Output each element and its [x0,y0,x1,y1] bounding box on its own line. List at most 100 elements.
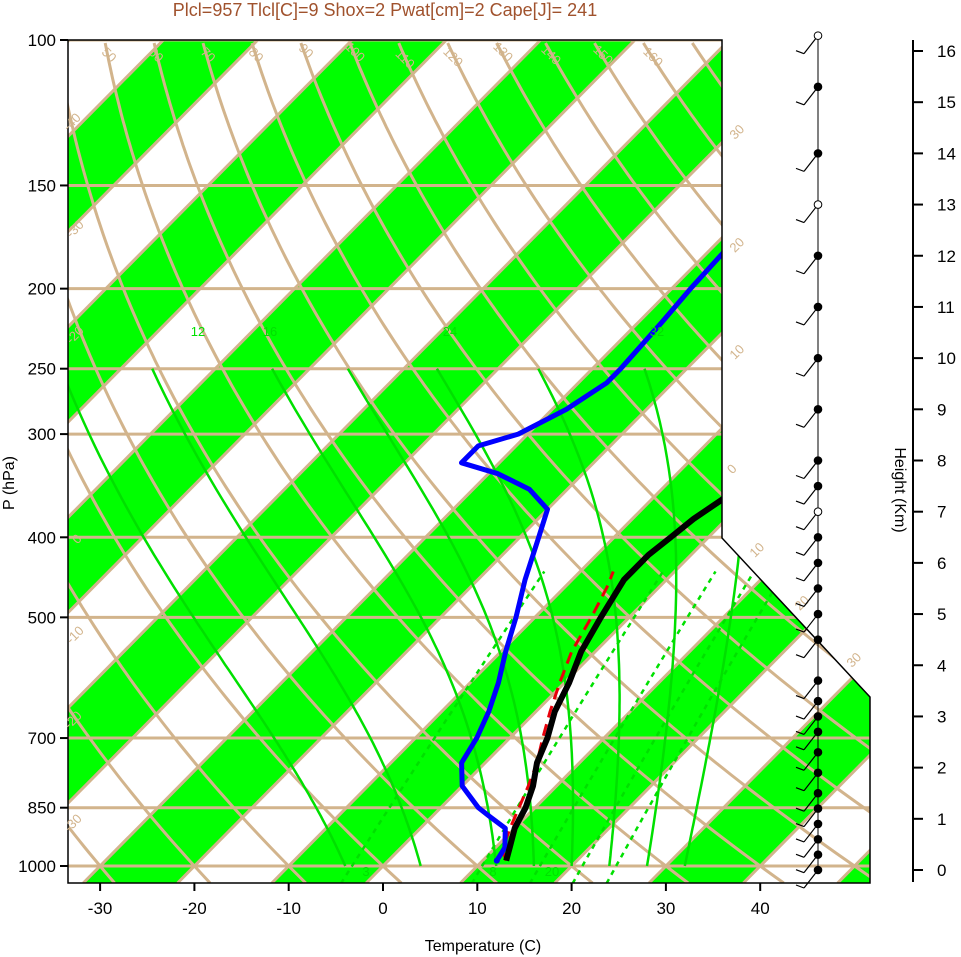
isotherm-line [68,40,542,883]
dry-adiabat-line [68,42,498,883]
wind-level-point [813,819,823,829]
dry-adiabat-line [250,42,870,883]
temperature-profile-line [503,71,870,862]
height-tick-label: 0 [937,861,946,880]
wind-barb-flag [795,372,805,377]
wind-barb-flag [795,787,805,792]
wind-barb-flag [795,746,805,751]
wind-barb-flag [795,715,805,720]
wind-barb-flag [795,500,805,505]
isotherm-label: -30 [63,217,87,241]
wind-barb-flag [795,695,805,700]
moist-adiabat-line [346,368,536,867]
moist-adiabat-line [537,368,621,867]
wind-level-point [813,302,823,312]
height-tick-label: 10 [937,349,956,368]
y-axis-title: P (hPa) [1,456,18,510]
isotherm-label: 20 [726,234,747,255]
isotherm-line [553,40,870,883]
pressure-tick-label: 100 [28,31,56,50]
pressure-tick-label: 400 [28,528,56,547]
pressure-tick-label: 150 [28,176,56,195]
isotherm-label: 30 [726,121,747,142]
wind-level-point [813,804,823,813]
dry-adiabat-line [348,42,870,883]
height-tick-label: 13 [937,196,956,215]
wind-barb-flag [795,766,805,771]
height-tick-label: 9 [937,400,946,419]
height-tick-label: 1 [937,810,946,829]
height-tick-label: 8 [937,452,946,471]
pressure-tick-label: 700 [28,729,56,748]
dry-adiabat-line [593,42,870,883]
wind-barb-flag [795,50,805,55]
mixing-ratio-label: 16 [263,324,277,339]
isotherm-line [459,40,870,883]
surface-dewpoint-point [493,857,500,864]
moist-adiabat-line [68,368,347,867]
dry-adiabat-line [397,42,870,883]
height-tick-label: 7 [937,503,946,522]
dry-adiabat-line [152,42,785,883]
wind-level-point [813,558,823,568]
moist-adiabat-line [151,368,422,867]
wind-level-point [813,353,823,363]
isotherm-band [68,40,447,883]
isotherm-label: -30 [61,811,85,835]
wind-barb-flag [795,807,805,812]
wind-barb-flag [795,526,805,531]
wind-level-point [813,405,823,414]
dry-adiabat-label: 120 [440,44,466,70]
wind-level-point [813,712,823,721]
isotherm-line [68,40,825,883]
isotherm-label: 10 [746,539,767,560]
isotherm-label: 0 [724,461,740,477]
wind-barb-flag [795,853,805,858]
moist-adiabat-line [435,368,575,867]
dry-adiabat-line [68,42,594,883]
plot-frame [67,39,871,884]
x-tick-label: -20 [182,899,207,918]
wind-level-point [813,82,823,92]
wind-barb-flag [795,101,805,106]
height-tick-label: 11 [937,298,955,317]
dry-adiabat-line [103,42,690,883]
isotherm-line [68,40,637,883]
wind-barb-flag [795,884,805,889]
height-tick-label: 16 [937,42,956,61]
x-tick-label: 30 [656,899,675,918]
wind-level-point [813,149,823,158]
dry-adiabat-label: 50 [99,44,120,65]
wind-barb-flag [795,838,805,843]
wind-barb-flag [795,474,805,480]
wind-level-point [813,850,823,859]
wind-barb-flag [795,551,805,556]
wind-barb-flag [795,628,805,633]
dry-adiabat-line [201,42,870,883]
mixing-ratio-label: 8 [489,864,496,879]
wind-barb-flag [795,219,805,224]
pressure-tick-label: 850 [28,799,56,818]
wind-level-point [813,532,823,542]
wind-barb-flag [795,730,805,735]
moist-adiabat-line [643,368,678,867]
wind-level-point [813,747,823,757]
wind-level-point [813,584,823,593]
x-tick-label: -10 [276,899,301,918]
isotherm-band [68,40,635,883]
height-tick-label: 6 [937,554,946,573]
isotherm-line [68,40,354,883]
pressure-tick-label: 250 [28,360,56,379]
wind-level-point [813,865,823,875]
height-axis-title: Height (Km) [891,447,908,532]
wind-barb-flag [795,167,805,172]
dry-adiabat-line [299,42,870,883]
isotherm-line [176,40,870,883]
dry-adiabat-line [544,42,870,883]
wind-level-point [813,200,823,209]
height-tick-label: 3 [937,707,946,726]
mixing-ratio-label: 20 [545,864,559,879]
wind-barb-flag [795,423,805,428]
isotherm-label: -10 [63,623,87,647]
isotherm-line [68,40,731,883]
